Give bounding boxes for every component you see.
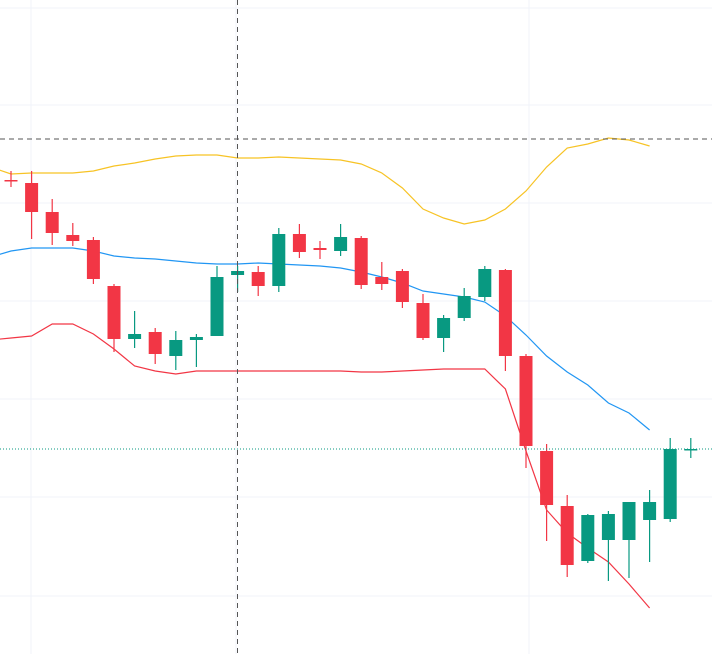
candle-body bbox=[601, 514, 615, 540]
candle-body bbox=[86, 240, 100, 279]
candle-up bbox=[210, 266, 224, 336]
candle-down bbox=[395, 269, 409, 308]
candle-body bbox=[684, 449, 698, 451]
candle-body bbox=[581, 515, 595, 561]
candle-body bbox=[375, 277, 389, 284]
candle-body bbox=[622, 502, 636, 540]
candle-body bbox=[128, 334, 142, 339]
candle-body bbox=[148, 332, 162, 354]
candle-up bbox=[684, 438, 698, 458]
candle-body bbox=[643, 502, 657, 520]
candle-body bbox=[4, 180, 18, 182]
candle-up bbox=[663, 438, 677, 522]
candle-body bbox=[457, 296, 471, 318]
candle-down bbox=[107, 284, 121, 352]
candle-body bbox=[169, 340, 183, 356]
candle-up bbox=[457, 288, 471, 321]
candle-body bbox=[334, 237, 348, 251]
candle-body bbox=[395, 271, 409, 302]
candle-body bbox=[663, 449, 677, 519]
candle-up bbox=[128, 311, 142, 348]
candle-down bbox=[560, 495, 574, 577]
candle-down bbox=[313, 241, 327, 259]
candle-body bbox=[45, 212, 59, 233]
candle-down bbox=[86, 237, 100, 284]
candle-down bbox=[4, 171, 18, 187]
candle-down bbox=[519, 354, 533, 468]
candle-up bbox=[601, 511, 615, 581]
candle-body bbox=[272, 234, 286, 286]
candle-body bbox=[189, 337, 203, 340]
candle-down bbox=[148, 328, 162, 364]
candle-up bbox=[169, 331, 183, 370]
candle-body bbox=[478, 269, 492, 297]
candle-body bbox=[251, 272, 265, 286]
candle-up bbox=[581, 514, 595, 563]
bollinger-upper-line bbox=[0, 137, 650, 225]
candle-down bbox=[25, 171, 39, 239]
bollinger-lower-line bbox=[0, 323, 651, 609]
candle-down bbox=[540, 444, 554, 541]
bollinger-bands bbox=[0, 137, 651, 609]
candle-down bbox=[292, 224, 306, 258]
candle-body bbox=[498, 270, 512, 356]
candle-body bbox=[560, 506, 574, 565]
candle-body bbox=[25, 183, 39, 212]
candle-down bbox=[375, 262, 389, 290]
candle-down bbox=[498, 269, 512, 371]
candle-body bbox=[66, 235, 80, 241]
candle-body bbox=[437, 318, 451, 338]
candle-up bbox=[478, 266, 492, 301]
candle-body bbox=[210, 277, 224, 336]
candle-body bbox=[354, 238, 368, 285]
candle-body bbox=[416, 303, 430, 338]
candle-down bbox=[416, 294, 430, 340]
candle-up bbox=[272, 228, 286, 292]
candle-down bbox=[66, 223, 80, 246]
candle-down bbox=[354, 236, 368, 289]
bollinger-middle-line bbox=[0, 247, 650, 431]
candle-up bbox=[437, 315, 451, 352]
candle-up bbox=[622, 502, 636, 578]
candles bbox=[4, 171, 698, 581]
candle-body bbox=[292, 234, 306, 252]
candle-up bbox=[189, 334, 203, 367]
candle-body bbox=[519, 356, 533, 446]
candle-up bbox=[334, 224, 348, 256]
candle-down bbox=[45, 199, 59, 245]
candle-body bbox=[107, 286, 121, 339]
candle-body bbox=[540, 451, 554, 505]
candle-up bbox=[643, 490, 657, 562]
candle-body bbox=[313, 248, 327, 250]
candle-down bbox=[251, 266, 265, 296]
